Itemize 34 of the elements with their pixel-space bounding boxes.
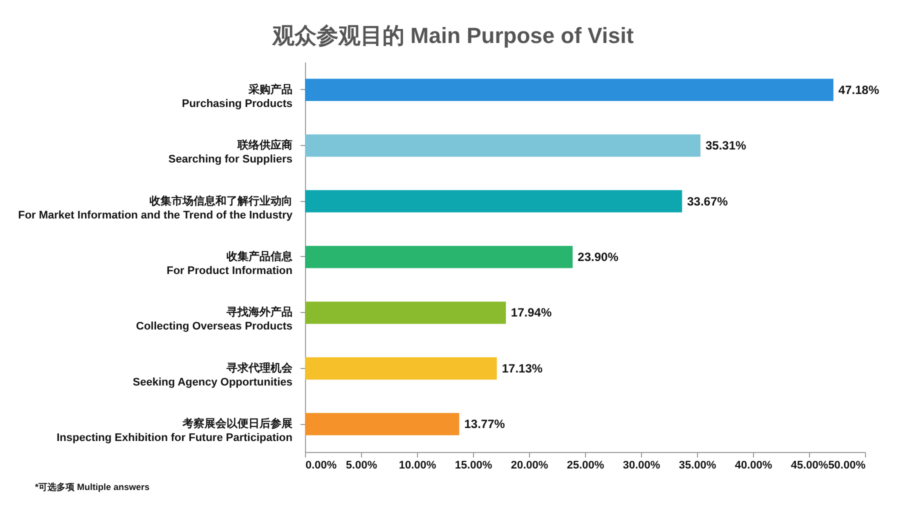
y-tick-label: 寻找海外产品 Collecting Overseas Products [136, 306, 292, 333]
data-label: 33.67% [687, 194, 728, 208]
x-tick-label: 50.00% [828, 460, 866, 472]
x-tick-label: 45.00% [790, 460, 828, 472]
bar [305, 302, 506, 324]
data-label: 47.18% [838, 82, 880, 97]
bar [305, 413, 460, 436]
data-label: 17.13% [502, 361, 543, 376]
bar [305, 246, 573, 268]
x-tick-label: 40.00% [734, 460, 772, 472]
bar [305, 134, 700, 157]
x-tick-label: 5.00% [346, 460, 378, 472]
data-label: 13.77% [464, 417, 506, 432]
data-label: 23.90% [578, 250, 619, 264]
data-label: 35.31% [705, 138, 746, 153]
x-tick-label: 10.00% [398, 460, 436, 472]
y-tick-label: 收集市场信息和了解行业动向 For Market Information and the Trend of the Industry [18, 194, 294, 222]
x-tick-label: 20.00% [510, 460, 548, 472]
y-tick-label: 寻求代理机会 Seeking Agency Opportunities [132, 361, 294, 388]
y-tick-label: 考察展会以便日后参展 Inspecting Exhibition for Future Participation [56, 417, 293, 444]
text: *可选多项 Multiple answers [35, 482, 150, 492]
y-tick-label: 联络供应商 Searching for Suppliers [168, 138, 292, 166]
x-tick-label: 0.00% [306, 460, 337, 472]
x-tick-label: 25.00% [566, 460, 604, 472]
x-tick-label: 30.00% [622, 460, 660, 472]
chart-title: 观众参观目的 Main Purpose of Visit [271, 23, 634, 48]
x-tick-label: 35.00% [678, 460, 716, 472]
bar [305, 190, 682, 212]
data-label: 17.94% [510, 306, 552, 320]
y-tick-label: 采购产品 Purchasing Products [182, 82, 292, 110]
bar [305, 357, 497, 380]
y-tick-label: 收集产品信息 For Product Information [166, 250, 294, 277]
bar [305, 78, 834, 101]
x-tick-label: 15.00% [454, 460, 492, 472]
